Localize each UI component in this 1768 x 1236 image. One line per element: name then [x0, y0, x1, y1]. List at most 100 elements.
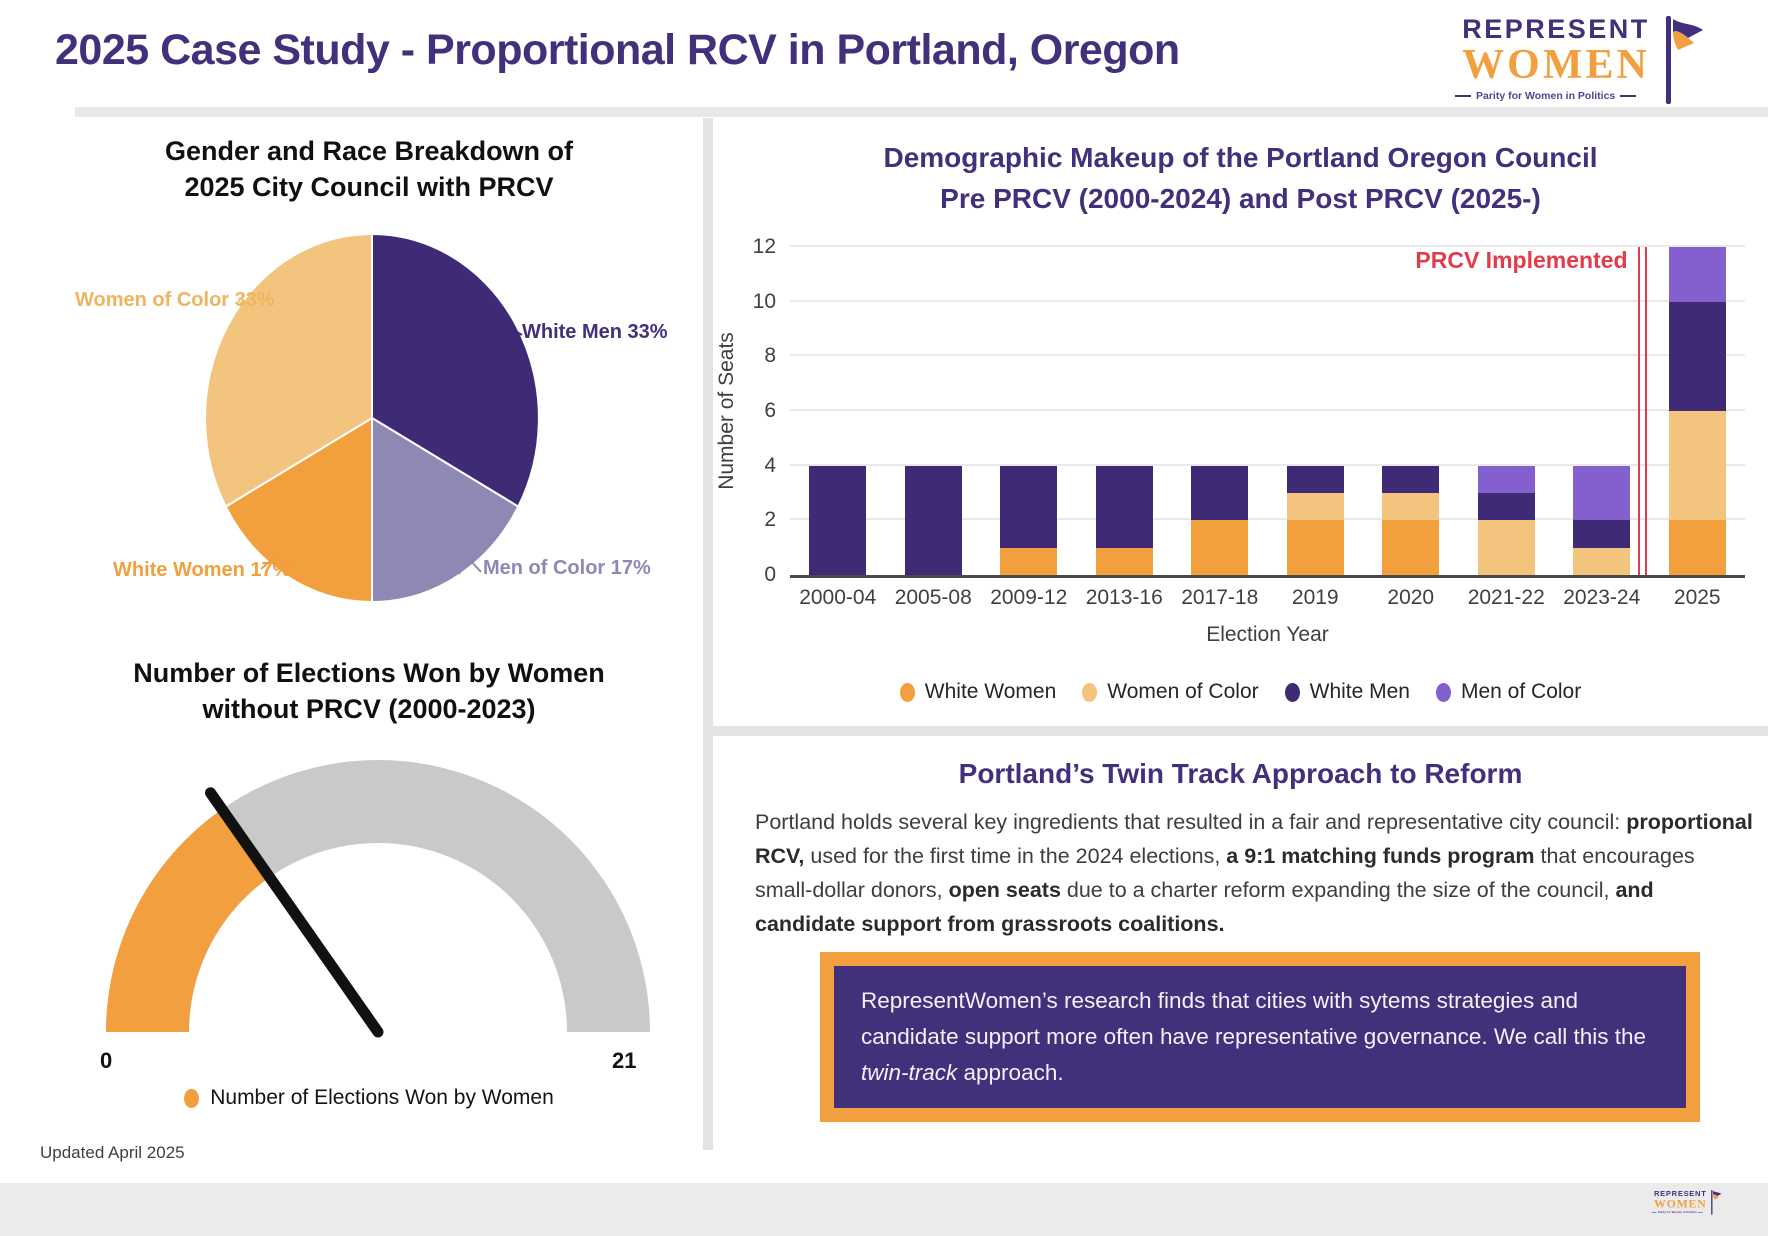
bar-segment-white-women — [1095, 547, 1153, 575]
represent-women-logo: REPRESENT WOMEN Parity for Women in Poli… — [1455, 16, 1706, 108]
logo-line1: REPRESENT — [1462, 14, 1650, 44]
gauge-max-label: 21 — [612, 1048, 637, 1073]
bar-stack-2009-12 — [1000, 247, 1058, 575]
x-tick-labels: 2000-04 2005-08 2009-12 2013-16 2017-18 2019 2… — [790, 586, 1745, 610]
legend-item-white-women: White Women — [899, 680, 1057, 704]
bar-segment-women-of-color — [1286, 493, 1344, 521]
bar-segment-white-men — [1286, 465, 1344, 494]
bar-segment-white-men — [1477, 493, 1535, 521]
pie-title-line1: Gender and Race Breakdown of — [164, 136, 574, 166]
bar-stack-2025 — [1668, 247, 1726, 575]
bar-segment-women-of-color — [1382, 493, 1440, 521]
gauge-svg — [106, 760, 650, 1038]
legend-label: White Men — [1309, 680, 1410, 703]
bar-legend: White Women Women of Color White Men Men of… — [713, 680, 1768, 704]
bar-stack-2019 — [1286, 247, 1344, 575]
x-tick-label: 2023-24 — [1563, 586, 1641, 609]
bar-segment-white-men — [1095, 465, 1153, 548]
bar-segment-white-women — [1382, 520, 1440, 575]
gauge-track — [106, 760, 650, 1032]
pie-chart-title: Gender and Race Breakdown of 2025 City C… — [35, 133, 703, 206]
bar-segment-women-of-color — [1477, 520, 1535, 575]
pie-slice-white-men — [371, 232, 540, 509]
pie-leader-line — [226, 299, 250, 336]
bars-container — [790, 247, 1745, 575]
y-tick-label: 0 — [764, 563, 776, 586]
legend-dot — [1284, 682, 1300, 702]
gridline-8 — [790, 354, 1745, 357]
bar-chart-title: Demographic Makeup of the Portland Orego… — [713, 138, 1768, 219]
y-tick-label: 10 — [752, 289, 776, 313]
legend-label: Men of Color — [1461, 680, 1582, 703]
bar-segment-white-men — [809, 465, 867, 575]
text-segment: twin-track — [861, 1060, 958, 1085]
text-segment: proportional RCV, — [755, 810, 1753, 868]
bar-segment-men-of-color — [1477, 465, 1535, 494]
text-segment: that encourages small-dollar donors, — [755, 843, 1695, 902]
reform-paragraph: Portland holds several key ingredients t… — [755, 806, 1753, 942]
bar-segment-men-of-color — [1668, 247, 1726, 302]
bar-segment-women-of-color — [1668, 411, 1726, 521]
pie-title-line2: 2025 City Council with PRCV — [184, 172, 554, 203]
bar-segment-white-men — [904, 465, 962, 575]
footer-tagline-text: Parity for Women in Politics — [1657, 1210, 1697, 1215]
gauge-fill — [106, 809, 270, 1032]
x-tick-label: 2020 — [1387, 586, 1435, 609]
bar-segment-white-men — [1191, 465, 1249, 521]
text-segment: a 9:1 matching funds program — [1226, 843, 1535, 868]
y-tick-label: 8 — [764, 344, 776, 368]
legend-label: Women of Color — [1107, 680, 1259, 703]
gridline-12 — [790, 245, 1745, 247]
bar-segment-white-women — [1668, 520, 1726, 575]
updated-date: Updated April 2025 — [40, 1143, 185, 1162]
x-tick-label: 2000-04 — [799, 586, 877, 609]
x-tick-label: 2009-12 — [990, 586, 1068, 609]
gauge-legend-label: Number of Elections Won by Women — [210, 1086, 554, 1109]
footer-logo: REPRESENT WOMEN Parity for Women in Poli… — [1652, 1190, 1722, 1216]
bar-stack-2023-24 — [1573, 247, 1631, 575]
logo-line2: WOMEN — [1462, 42, 1650, 88]
pie-slice-men-of-color — [371, 416, 520, 604]
bar-slot-2005-08 — [886, 247, 982, 575]
flag-icon — [1666, 16, 1703, 104]
bar-slot-2017-18 — [1172, 247, 1268, 575]
pie-label-white-men: White Men 33% — [522, 321, 668, 343]
gauge-title-line2: without PRCV (2000-2023) — [202, 694, 536, 725]
pie-leader-line — [496, 323, 523, 348]
x-tick-label: 2025 — [1673, 586, 1721, 609]
y-tick-label: 2 — [764, 508, 776, 532]
page-title: 2025 Case Study - Proportional RCV in Po… — [55, 26, 1180, 74]
bar-segment-white-men — [1000, 465, 1058, 548]
bar-plot: PRCV Implemented 0 2 4 6 8 10 12 — [753, 235, 1745, 586]
gauge-min-label: 0 — [100, 1048, 113, 1073]
title-divider — [75, 107, 1768, 117]
bar-slot-2000-04 — [790, 247, 886, 575]
pie-slice-women-of-color — [204, 232, 373, 509]
y-axis-title: Number of Seats — [714, 247, 740, 575]
bar-stack-2021-22 — [1477, 247, 1535, 575]
x-tick-label: 2013-16 — [1085, 586, 1163, 609]
text-segment: approach. — [957, 1060, 1064, 1085]
legend-label: White Women — [924, 680, 1057, 703]
bar-stack-2020 — [1382, 247, 1440, 575]
text-segment: used for the first time in the 2024 elec… — [804, 843, 1227, 868]
bar-stack-2017-18 — [1191, 247, 1249, 575]
y-tick-label: 4 — [764, 453, 776, 477]
bar-stack-2005-08 — [904, 247, 962, 575]
bar-title-line2: Pre PRCV (2000-2024) and Post PRCV (2025… — [940, 182, 1541, 214]
bar-slot-2019 — [1268, 247, 1364, 575]
y-tick-label: 12 — [752, 235, 776, 258]
tagline-text: Parity for Women in Politics — [1476, 90, 1616, 102]
gauge-legend: Number of Elections Won by Women — [35, 1086, 703, 1110]
gauge-legend-dot — [184, 1088, 200, 1108]
logo-wordmark: REPRESENT WOMEN Parity for Women in Poli… — [1455, 16, 1657, 102]
footer-tagline-rule-left — [1652, 1212, 1657, 1213]
prcv-implemented-label: PRCV Implemented — [1415, 247, 1628, 273]
footer-bar — [0, 1183, 1768, 1236]
text-segment: open seats — [948, 877, 1061, 902]
pie-chart-svg — [204, 232, 540, 604]
vertical-divider — [703, 118, 713, 1150]
bar-stack-2000-04 — [809, 247, 867, 575]
right-panel-divider — [713, 726, 1768, 736]
gauge-title-line1: Number of Elections Won by Women — [133, 658, 605, 688]
